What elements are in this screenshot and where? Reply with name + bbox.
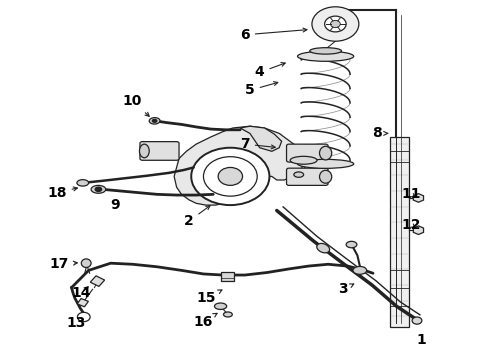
Text: 18: 18 bbox=[47, 185, 77, 199]
Ellipse shape bbox=[140, 144, 149, 158]
FancyBboxPatch shape bbox=[287, 144, 328, 162]
Circle shape bbox=[95, 186, 102, 192]
Circle shape bbox=[152, 119, 158, 123]
Text: 13: 13 bbox=[67, 316, 86, 330]
Text: 4: 4 bbox=[255, 63, 285, 80]
FancyBboxPatch shape bbox=[390, 137, 409, 327]
Ellipse shape bbox=[81, 259, 91, 267]
Ellipse shape bbox=[319, 170, 332, 183]
Ellipse shape bbox=[290, 156, 317, 164]
Text: 3: 3 bbox=[338, 282, 354, 296]
FancyBboxPatch shape bbox=[140, 141, 179, 160]
Ellipse shape bbox=[319, 146, 332, 160]
Text: 11: 11 bbox=[401, 187, 421, 201]
Polygon shape bbox=[174, 126, 306, 205]
Ellipse shape bbox=[353, 266, 367, 274]
Text: 9: 9 bbox=[111, 198, 121, 212]
Ellipse shape bbox=[310, 48, 342, 54]
Text: 8: 8 bbox=[372, 126, 388, 140]
Ellipse shape bbox=[297, 159, 354, 168]
Polygon shape bbox=[240, 126, 282, 151]
Ellipse shape bbox=[77, 180, 89, 186]
FancyBboxPatch shape bbox=[287, 168, 328, 185]
Text: 2: 2 bbox=[184, 206, 210, 228]
Circle shape bbox=[412, 317, 422, 324]
Text: 15: 15 bbox=[196, 290, 222, 305]
Ellipse shape bbox=[149, 118, 160, 124]
Circle shape bbox=[203, 157, 257, 196]
Ellipse shape bbox=[91, 185, 106, 193]
Text: 10: 10 bbox=[123, 94, 149, 116]
Circle shape bbox=[191, 148, 270, 205]
Circle shape bbox=[77, 312, 90, 321]
Circle shape bbox=[331, 21, 340, 28]
Circle shape bbox=[325, 16, 346, 32]
Text: 16: 16 bbox=[194, 313, 217, 329]
Ellipse shape bbox=[297, 51, 354, 61]
Circle shape bbox=[312, 7, 359, 41]
Text: 6: 6 bbox=[240, 28, 307, 42]
Text: 14: 14 bbox=[72, 286, 91, 300]
Circle shape bbox=[218, 167, 243, 185]
Text: 12: 12 bbox=[401, 218, 421, 232]
Ellipse shape bbox=[294, 172, 304, 177]
Ellipse shape bbox=[223, 312, 232, 317]
Text: 17: 17 bbox=[49, 257, 77, 271]
Text: 7: 7 bbox=[240, 137, 275, 151]
Ellipse shape bbox=[317, 243, 330, 253]
Ellipse shape bbox=[346, 241, 357, 248]
Ellipse shape bbox=[215, 303, 227, 310]
FancyBboxPatch shape bbox=[220, 272, 234, 281]
Text: 1: 1 bbox=[416, 333, 426, 347]
Text: 5: 5 bbox=[245, 82, 278, 97]
